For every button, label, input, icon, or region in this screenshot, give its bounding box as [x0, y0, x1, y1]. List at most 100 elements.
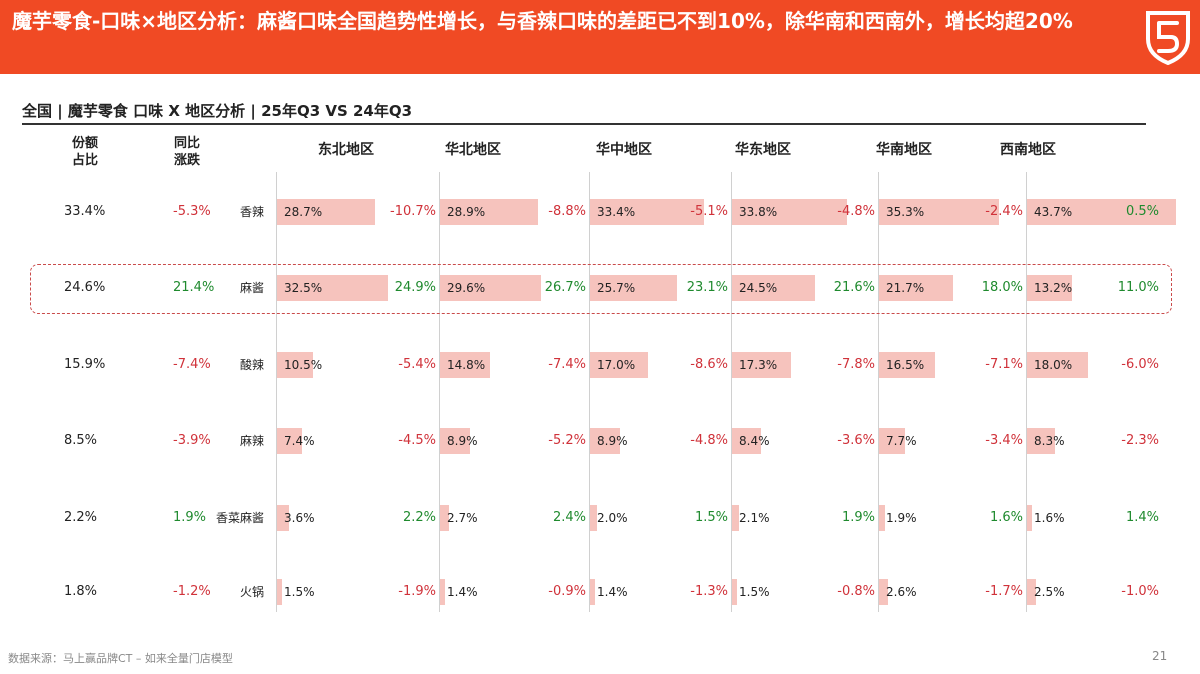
region-header: 华东地区: [735, 142, 791, 158]
national-share: 2.2%: [64, 510, 98, 525]
data-source-note: 数据来源：马上赢品牌CT – 如来全量门店模型: [8, 652, 233, 665]
national-share: 24.6%: [64, 280, 106, 295]
brand-shield-logo-icon: [1146, 11, 1190, 65]
share-bar: [1027, 428, 1056, 454]
region-share-label: 1.5%: [739, 585, 770, 599]
subtitle-rule: [22, 123, 1146, 125]
region-yoy: 1.4%: [1125, 510, 1159, 525]
region-share-label: 7.7%: [886, 434, 917, 448]
share-bar: [732, 199, 847, 225]
share-bar: [590, 428, 621, 454]
region-yoy: 24.9%: [394, 280, 436, 295]
share-bar: [277, 275, 388, 301]
share-bar: [440, 505, 450, 531]
region-share-label: 17.3%: [739, 358, 778, 372]
share-bar: [879, 579, 888, 605]
region-yoy: -0.8%: [837, 584, 875, 599]
region-yoy: 1.6%: [989, 510, 1023, 525]
region-share-label: 2.7%: [447, 511, 478, 525]
region-yoy: -7.4%: [548, 357, 586, 372]
flavor-label: 香辣: [239, 205, 264, 219]
region-yoy: 1.9%: [841, 510, 875, 525]
region-yoy: 18.0%: [981, 280, 1023, 295]
region-yoy: -2.3%: [1121, 433, 1159, 448]
flavor-label: 酸辣: [239, 358, 264, 372]
share-bar: [440, 352, 491, 378]
flavor-label: 麻酱: [239, 281, 264, 295]
region-share-label: 32.5%: [284, 281, 323, 295]
region-share-label: 8.9%: [447, 434, 478, 448]
region-share-label: 8.9%: [597, 434, 628, 448]
header-banner: 魔芋零食-口味×地区分析：麻酱口味全国趋势性增长，与香辣口味的差距已不到10%，…: [0, 0, 1200, 74]
region-yoy: -0.9%: [548, 584, 586, 599]
national-yoy: -5.3%: [173, 204, 211, 219]
region-header: 华中地区: [596, 142, 652, 158]
region-share-label: 21.7%: [886, 281, 925, 295]
share-bar: [590, 579, 595, 605]
region-header: 西南地区: [1000, 142, 1056, 158]
share-header-line2: 占比: [72, 153, 99, 168]
region-share-label: 13.2%: [1034, 281, 1073, 295]
share-bar: [879, 352, 936, 378]
share-bar: [590, 199, 704, 225]
region-share-label: 2.6%: [886, 585, 917, 599]
region-divider: [1026, 172, 1027, 612]
region-yoy: -6.0%: [1121, 357, 1159, 372]
share-bar: [1027, 505, 1033, 531]
region-share-label: 1.4%: [597, 585, 628, 599]
region-yoy: 11.0%: [1117, 280, 1159, 295]
national-yoy: -7.4%: [173, 357, 211, 372]
region-share-label: 24.5%: [739, 281, 778, 295]
share-bar: [879, 428, 906, 454]
yoy-header: 同比 涨跌: [174, 135, 224, 169]
region-yoy: -10.7%: [390, 204, 436, 219]
region-yoy: -1.7%: [985, 584, 1023, 599]
national-share: 33.4%: [64, 204, 106, 219]
region-share-label: 18.0%: [1034, 358, 1073, 372]
share-bar: [440, 428, 471, 454]
region-share-label: 35.3%: [886, 205, 925, 219]
share-bar: [1027, 199, 1176, 225]
region-share-label: 33.8%: [739, 205, 778, 219]
region-share-label: 2.0%: [597, 511, 628, 525]
region-header: 华北地区: [445, 142, 501, 158]
region-share-label: 28.7%: [284, 205, 323, 219]
region-share-label: 3.6%: [284, 511, 315, 525]
share-bar: [277, 428, 303, 454]
region-header: 华南地区: [876, 142, 932, 158]
region-yoy: -4.8%: [837, 204, 875, 219]
region-share-label: 33.4%: [597, 205, 636, 219]
region-header: 东北地区: [318, 142, 374, 158]
share-bar: [440, 199, 539, 225]
region-divider: [589, 172, 590, 612]
region-yoy: -1.3%: [690, 584, 728, 599]
region-share-label: 14.8%: [447, 358, 486, 372]
share-bar: [1027, 579, 1036, 605]
share-bar: [879, 275, 953, 301]
share-bar: [879, 505, 886, 531]
region-share-label: 7.4%: [284, 434, 315, 448]
majiang-highlight-frame: [30, 264, 1172, 314]
region-yoy: -5.1%: [690, 204, 728, 219]
region-share-label: 16.5%: [886, 358, 925, 372]
region-share-label: 17.0%: [597, 358, 636, 372]
region-share-label: 1.4%: [447, 585, 478, 599]
national-yoy: -3.9%: [173, 433, 211, 448]
share-bar: [732, 275, 816, 301]
national-share: 1.8%: [64, 584, 98, 599]
share-bar: [277, 505, 290, 531]
region-yoy: -5.4%: [398, 357, 436, 372]
region-share-label: 2.5%: [1034, 585, 1065, 599]
region-yoy: -1.0%: [1121, 584, 1159, 599]
region-divider: [731, 172, 732, 612]
share-bar: [1027, 275, 1072, 301]
region-share-label: 8.4%: [739, 434, 770, 448]
region-share-label: 10.5%: [284, 358, 323, 372]
region-yoy: 0.5%: [1125, 204, 1159, 219]
region-yoy: -4.8%: [690, 433, 728, 448]
share-bar: [732, 505, 740, 531]
yoy-header-line2: 涨跌: [174, 153, 201, 168]
region-share-label: 29.6%: [447, 281, 486, 295]
yoy-header-line1: 同比: [174, 136, 201, 151]
region-share-label: 1.9%: [886, 511, 917, 525]
